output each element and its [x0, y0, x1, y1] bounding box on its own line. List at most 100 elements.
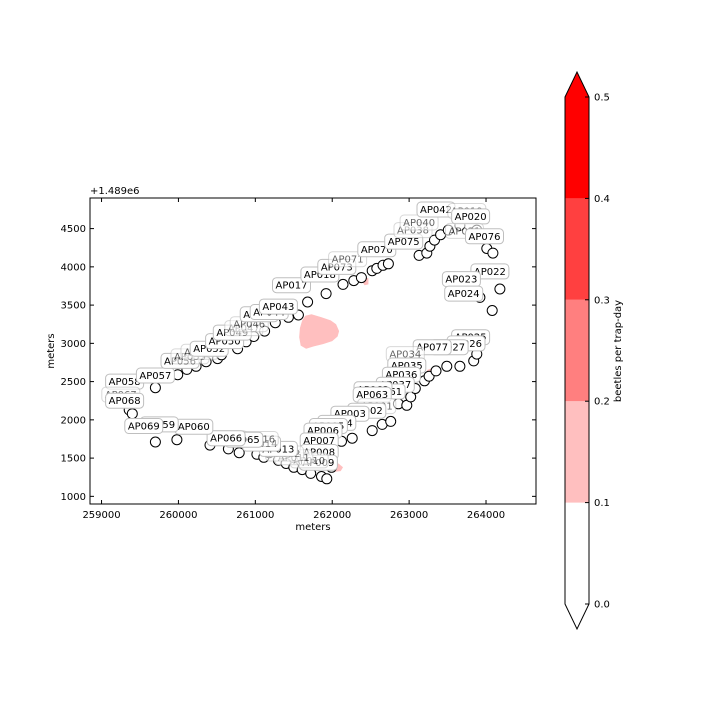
- trap-label-text: AP021: [449, 226, 481, 237]
- trap-label-text: AP057: [139, 371, 171, 382]
- trap-label: AP043: [258, 298, 298, 315]
- y-axis-ticks: 1000 1500 2000 2500 3000 3500 4000 4500: [61, 224, 536, 503]
- trap-label: AP060: [174, 418, 214, 435]
- trap-label-text: AP063: [356, 390, 388, 401]
- colorbar-band: [565, 502, 589, 604]
- colorbar-band: [565, 97, 589, 199]
- trap-marker: [366, 425, 378, 437]
- trap-marker: [454, 360, 466, 372]
- trap-label-box: [465, 228, 504, 245]
- trap-label-text: AP020: [455, 212, 487, 223]
- trap-marker: [320, 288, 332, 300]
- trap-label-text: AP043: [262, 302, 294, 313]
- colorbar-tick-label: 0.4: [594, 194, 610, 205]
- colorbar-tick-label: 0.3: [594, 295, 610, 306]
- colorbar: 0.0 0.1 0.2 0.3 0.4 0.5 beetles per trap-day: [564, 70, 624, 631]
- trap-label-text: AP007: [303, 436, 335, 447]
- trap-label-text: AP075: [388, 237, 420, 248]
- trap-label: AP024: [444, 285, 484, 302]
- trap-marker: [494, 283, 506, 295]
- trap-marker: [321, 473, 333, 485]
- trap-marker: [126, 408, 138, 420]
- colorbar-band: [565, 198, 589, 300]
- scatter-axes: AP058AP057AP067AP068AP056AP055AP053AP052…: [46, 186, 537, 533]
- trap-label-text: AP017: [276, 281, 308, 292]
- trap-label-text: AP050: [209, 337, 241, 348]
- trap-label: AP069: [124, 418, 164, 434]
- trap-marker: [430, 365, 442, 377]
- trap-marker: [487, 247, 499, 259]
- trap-label: AP017: [272, 277, 311, 294]
- y-tick-label: 4500: [61, 224, 86, 235]
- trap-label-text: AP066: [210, 434, 242, 445]
- trap-marker: [441, 360, 453, 372]
- colorbar-tick-label: 0.5: [594, 93, 610, 104]
- trap-label-box: [124, 418, 164, 434]
- colorbar-band: [565, 299, 589, 402]
- colorbar-ticks: 0.0 0.1 0.2 0.3 0.4 0.5: [585, 93, 610, 611]
- x-tick-label: 260000: [159, 510, 197, 521]
- trap-marker: [385, 415, 397, 427]
- y-axis-label: meters: [46, 333, 57, 368]
- x-tick-label: 264000: [467, 510, 505, 521]
- trap-label-box: [444, 285, 484, 302]
- trap-marker: [355, 272, 367, 284]
- trap-marker: [302, 296, 314, 308]
- trap-label-text: AP052: [193, 344, 225, 355]
- trap-label: AP066: [206, 430, 246, 447]
- trap-label-text: AP003: [334, 409, 366, 420]
- y-tick-label: 4000: [61, 262, 86, 273]
- density-region: [299, 314, 340, 349]
- trap-label-text: AP071: [332, 255, 364, 266]
- y-tick-label: 1500: [61, 454, 86, 465]
- trap-label-text: AP023: [445, 275, 477, 286]
- trap-label: AP076: [465, 228, 504, 245]
- y-tick-label: 3500: [61, 301, 86, 312]
- trap-label-box: [105, 392, 145, 409]
- trap-label: AP068: [105, 392, 145, 409]
- trap-label-text: AP076: [469, 232, 501, 243]
- trap-marker: [346, 432, 358, 444]
- trap-label-text: AP077: [416, 343, 448, 354]
- trap-label-box: [206, 430, 246, 447]
- x-tick-label: 261000: [236, 510, 274, 521]
- trap-label-text: AP069: [128, 422, 160, 433]
- trap-label: AP057: [135, 367, 175, 384]
- colorbar-bands: [565, 97, 589, 604]
- colorbar-tick-label: 0.1: [594, 498, 610, 509]
- trap-label-text: AP070: [361, 245, 393, 256]
- trap-label-text: AP018: [304, 270, 336, 281]
- trap-label-box: [272, 277, 311, 294]
- trap-label-text: AP006: [307, 426, 339, 437]
- y-tick-label: 2000: [61, 415, 86, 426]
- x-tick-label: 259000: [82, 510, 120, 521]
- trap-marker: [337, 278, 349, 290]
- trap-label-text: AP068: [109, 396, 141, 407]
- trap-label-text: AP034: [389, 350, 421, 361]
- trap-label-text: AP060: [178, 422, 210, 433]
- trap-labels: AP058AP057AP067AP068AP056AP055AP053AP052…: [101, 201, 510, 471]
- colorbar-extend-max: [565, 72, 589, 97]
- trap-label: AP020: [451, 208, 491, 225]
- trap-marker: [149, 382, 161, 394]
- trap-label-text: AP024: [448, 289, 480, 300]
- plot-frame: [89, 197, 537, 505]
- trap-label-text: AP073: [321, 262, 353, 273]
- colorbar-extend-min: [565, 604, 589, 629]
- trap-label-text: AP038: [397, 226, 429, 237]
- colorbar-band: [565, 401, 589, 503]
- trap-marker: [149, 436, 161, 448]
- y-tick-label: 1000: [61, 492, 86, 503]
- trap-label-text: AP046: [233, 320, 265, 331]
- trap-label-text: AP036: [385, 370, 417, 381]
- trap-label-text: AP040: [403, 218, 435, 229]
- y-tick-label: 2500: [61, 377, 86, 388]
- colorbar-tick-label: 0.2: [594, 397, 610, 408]
- trap-label-box: [135, 367, 175, 384]
- x-axis-ticks: 259000 260000 261000 262000 263000 264000: [82, 198, 505, 521]
- x-tick-label: 262000: [313, 510, 351, 521]
- trap-marker: [171, 434, 183, 446]
- trap-label-box: [328, 251, 368, 268]
- x-tick-label: 263000: [390, 510, 428, 521]
